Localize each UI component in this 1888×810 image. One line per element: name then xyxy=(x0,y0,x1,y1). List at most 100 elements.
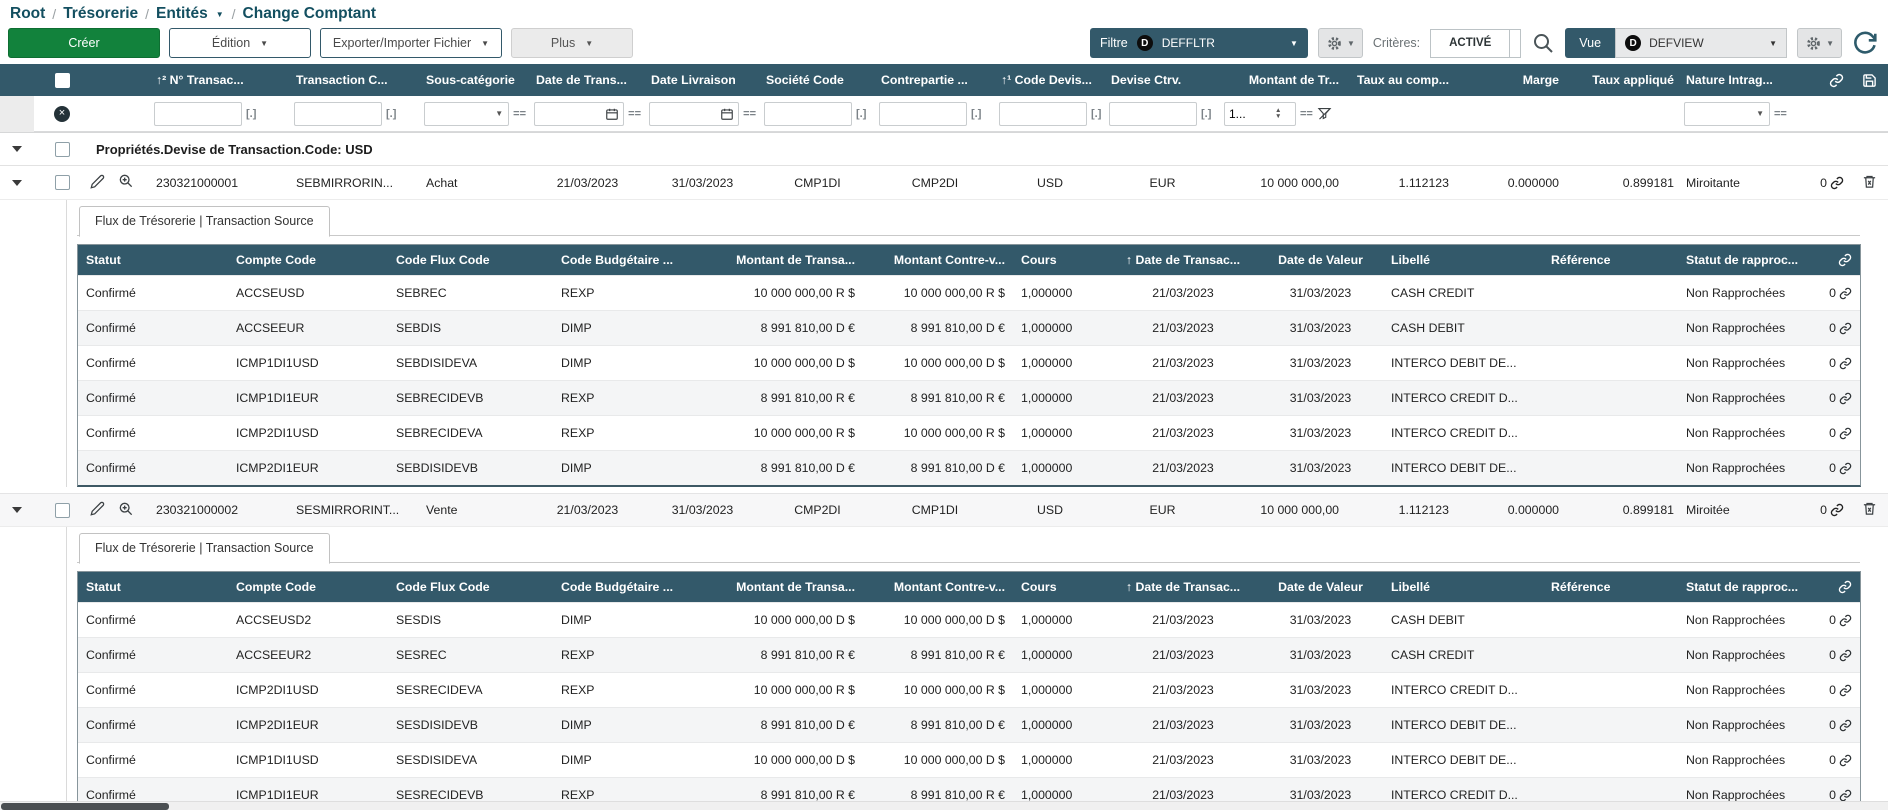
filter-disable-icon[interactable] xyxy=(1317,106,1332,121)
subcol-date-valeur[interactable]: Date de Valeur xyxy=(1278,253,1363,267)
filter-contrepartie-input[interactable] xyxy=(879,101,967,126)
subcol-cours[interactable]: Cours xyxy=(1021,580,1057,594)
row-collapse-icon[interactable] xyxy=(12,179,22,186)
col-header-num-transaction[interactable]: ↑² N° Transac... xyxy=(156,73,244,87)
trash-icon[interactable] xyxy=(1862,174,1877,189)
subcol-code-flux[interactable]: Code Flux Code xyxy=(396,580,490,594)
equals-operator[interactable]: == xyxy=(628,107,641,120)
col-header-societe-code[interactable]: Société Code xyxy=(766,73,844,87)
clear-filters-icon[interactable]: × xyxy=(54,105,70,122)
subcol-libelle[interactable]: Libellé xyxy=(1391,580,1430,594)
links-column-icon[interactable] xyxy=(1838,580,1852,594)
refresh-icon[interactable] xyxy=(1852,30,1878,56)
criteria-active-button[interactable]: ACTIVÉ xyxy=(1430,28,1511,58)
zoom-in-icon[interactable] xyxy=(118,173,134,189)
chevron-down-icon[interactable]: ▼ xyxy=(215,9,224,19)
tab-flux-tresorerie-transaction-source[interactable]: Flux de Trésorerie | Transaction Source xyxy=(79,206,330,237)
cashflow-row[interactable]: Confirmé ACCSEUSD2 SESDIS DIMP 10 000 00… xyxy=(78,602,1860,637)
edit-pencil-icon[interactable] xyxy=(90,501,105,516)
link-icon[interactable] xyxy=(1839,462,1852,475)
subcol-montant-contre-valeur[interactable]: Montant Contre-v... xyxy=(893,253,1005,267)
subcol-code-budgetaire[interactable]: Code Budgétaire ... xyxy=(561,253,674,267)
transaction-row[interactable]: 230321000001 SEBMIRRORIN... Achat 21/03/… xyxy=(0,166,1888,200)
subcol-code-flux[interactable]: Code Flux Code xyxy=(396,253,490,267)
col-header-date-livraison[interactable]: Date Livraison xyxy=(651,73,736,87)
breadcrumb-entites[interactable]: Entités xyxy=(156,5,208,22)
subcol-code-budgetaire[interactable]: Code Budgétaire ... xyxy=(561,580,674,594)
subcol-compte-code[interactable]: Compte Code xyxy=(236,253,316,267)
filter-sous-categorie-select[interactable]: ▼ xyxy=(424,101,510,126)
filter-dropdown[interactable]: Filtre D DEFFLTR ▼ xyxy=(1089,28,1308,58)
link-icon[interactable] xyxy=(1839,719,1852,732)
subcol-reference[interactable]: Référence xyxy=(1551,580,1611,594)
view-settings-button[interactable]: ▼ xyxy=(1797,28,1842,58)
subcol-statut[interactable]: Statut xyxy=(86,253,121,267)
col-header-sous-categorie[interactable]: Sous-catégorie xyxy=(426,73,515,87)
create-button[interactable]: Créer xyxy=(8,28,160,58)
filter-transaction-code-input[interactable] xyxy=(294,101,382,126)
tab-flux-tresorerie-transaction-source[interactable]: Flux de Trésorerie | Transaction Source xyxy=(79,533,330,564)
col-header-transaction-code[interactable]: Transaction C... xyxy=(296,73,388,87)
trash-icon[interactable] xyxy=(1862,501,1877,516)
cashflow-row[interactable]: Confirmé ICMP1DI1EUR SEBRECIDEVB REXP 8 … xyxy=(78,380,1860,415)
link-icon[interactable] xyxy=(1839,427,1852,440)
col-header-code-devise[interactable]: ↑¹ Code Devis... xyxy=(1001,73,1092,87)
filter-date-transaction-input[interactable] xyxy=(534,101,625,126)
cashflow-row[interactable]: Confirmé ICMP1DI1USD SEBDISIDEVA DIMP 10… xyxy=(78,345,1860,380)
equals-operator[interactable]: == xyxy=(513,107,526,120)
bracket-operator[interactable]: [.] xyxy=(246,107,257,120)
col-header-contrepartie[interactable]: Contrepartie ... xyxy=(881,73,968,87)
cashflow-row[interactable]: Confirmé ICMP2DI1USD SEBRECIDEVA REXP 10… xyxy=(78,415,1860,450)
row-collapse-icon[interactable] xyxy=(12,507,22,513)
zoom-in-icon[interactable] xyxy=(118,501,134,517)
horizontal-scrollbar[interactable] xyxy=(0,801,1888,810)
subcol-cours[interactable]: Cours xyxy=(1021,253,1057,267)
group-checkbox[interactable] xyxy=(54,141,70,157)
subcol-date-transaction[interactable]: ↑ Date de Transac... xyxy=(1125,580,1241,594)
bracket-operator[interactable]: [.] xyxy=(971,107,982,120)
more-menu-button[interactable]: Plus ▼ xyxy=(511,28,633,58)
link-icon[interactable] xyxy=(1830,503,1844,517)
col-header-montant[interactable]: Montant de Tr... xyxy=(1248,73,1339,87)
export-import-menu-button[interactable]: Exporter/Importer Fichier ▼ xyxy=(320,28,502,58)
link-icon[interactable] xyxy=(1839,357,1852,370)
equals-operator[interactable]: == xyxy=(1300,107,1313,120)
subcol-statut[interactable]: Statut xyxy=(86,580,121,594)
subcol-compte-code[interactable]: Compte Code xyxy=(236,580,316,594)
link-icon[interactable] xyxy=(1839,392,1852,405)
search-icon[interactable] xyxy=(1531,31,1555,55)
filter-num-transaction-input[interactable] xyxy=(154,101,242,126)
cashflow-row[interactable]: Confirmé ICMP1DI1USD SESDISIDEVA DIMP 10… xyxy=(78,742,1860,777)
filter-date-livraison-input[interactable] xyxy=(649,101,740,126)
col-header-taux-comptant[interactable]: Taux au comp... xyxy=(1356,73,1449,87)
filter-societe-input[interactable] xyxy=(764,101,852,126)
view-dropdown[interactable]: D DEFVIEW ▼ xyxy=(1615,28,1788,58)
criteria-side-segment[interactable] xyxy=(1510,28,1522,58)
row-checkbox[interactable] xyxy=(54,175,70,190)
subcol-date-transaction[interactable]: ↑ Date de Transac... xyxy=(1125,253,1241,267)
link-icon[interactable] xyxy=(1839,789,1852,802)
filter-settings-button[interactable]: ▼ xyxy=(1317,28,1363,58)
subcol-statut-rapprochement[interactable]: Statut de rapproc... xyxy=(1686,253,1799,267)
link-icon[interactable] xyxy=(1839,322,1852,335)
edit-menu-button[interactable]: Édition ▼ xyxy=(169,28,311,58)
link-icon[interactable] xyxy=(1839,287,1852,300)
bracket-operator[interactable]: [.] xyxy=(386,107,397,120)
row-checkbox[interactable] xyxy=(54,502,70,518)
cashflow-row[interactable]: Confirmé ACCSEUSD SEBREC REXP 10 000 000… xyxy=(78,275,1860,310)
subcol-reference[interactable]: Référence xyxy=(1551,253,1611,267)
subcol-date-valeur[interactable]: Date de Valeur xyxy=(1278,580,1363,594)
subcol-montant-contre-valeur[interactable]: Montant Contre-v... xyxy=(893,580,1005,594)
bracket-operator[interactable]: [.] xyxy=(1201,107,1212,120)
link-icon[interactable] xyxy=(1839,614,1852,627)
subcol-libelle[interactable]: Libellé xyxy=(1391,253,1430,267)
col-header-taux-applique[interactable]: Taux appliqué xyxy=(1592,73,1674,87)
link-icon[interactable] xyxy=(1839,684,1852,697)
breadcrumb-root[interactable]: Root xyxy=(10,5,46,22)
col-header-marge[interactable]: Marge xyxy=(1522,73,1559,87)
col-header-nature-intragroupe[interactable]: Nature Intrag... xyxy=(1686,73,1773,87)
cashflow-row[interactable]: Confirmé ACCSEEUR SEBDIS DIMP 8 991 810,… xyxy=(78,310,1860,345)
col-header-devise-ctrv[interactable]: Devise Ctrv. xyxy=(1111,73,1182,87)
bracket-operator[interactable]: [.] xyxy=(1091,107,1102,120)
filter-nature-select[interactable]: ▼ xyxy=(1684,101,1770,126)
